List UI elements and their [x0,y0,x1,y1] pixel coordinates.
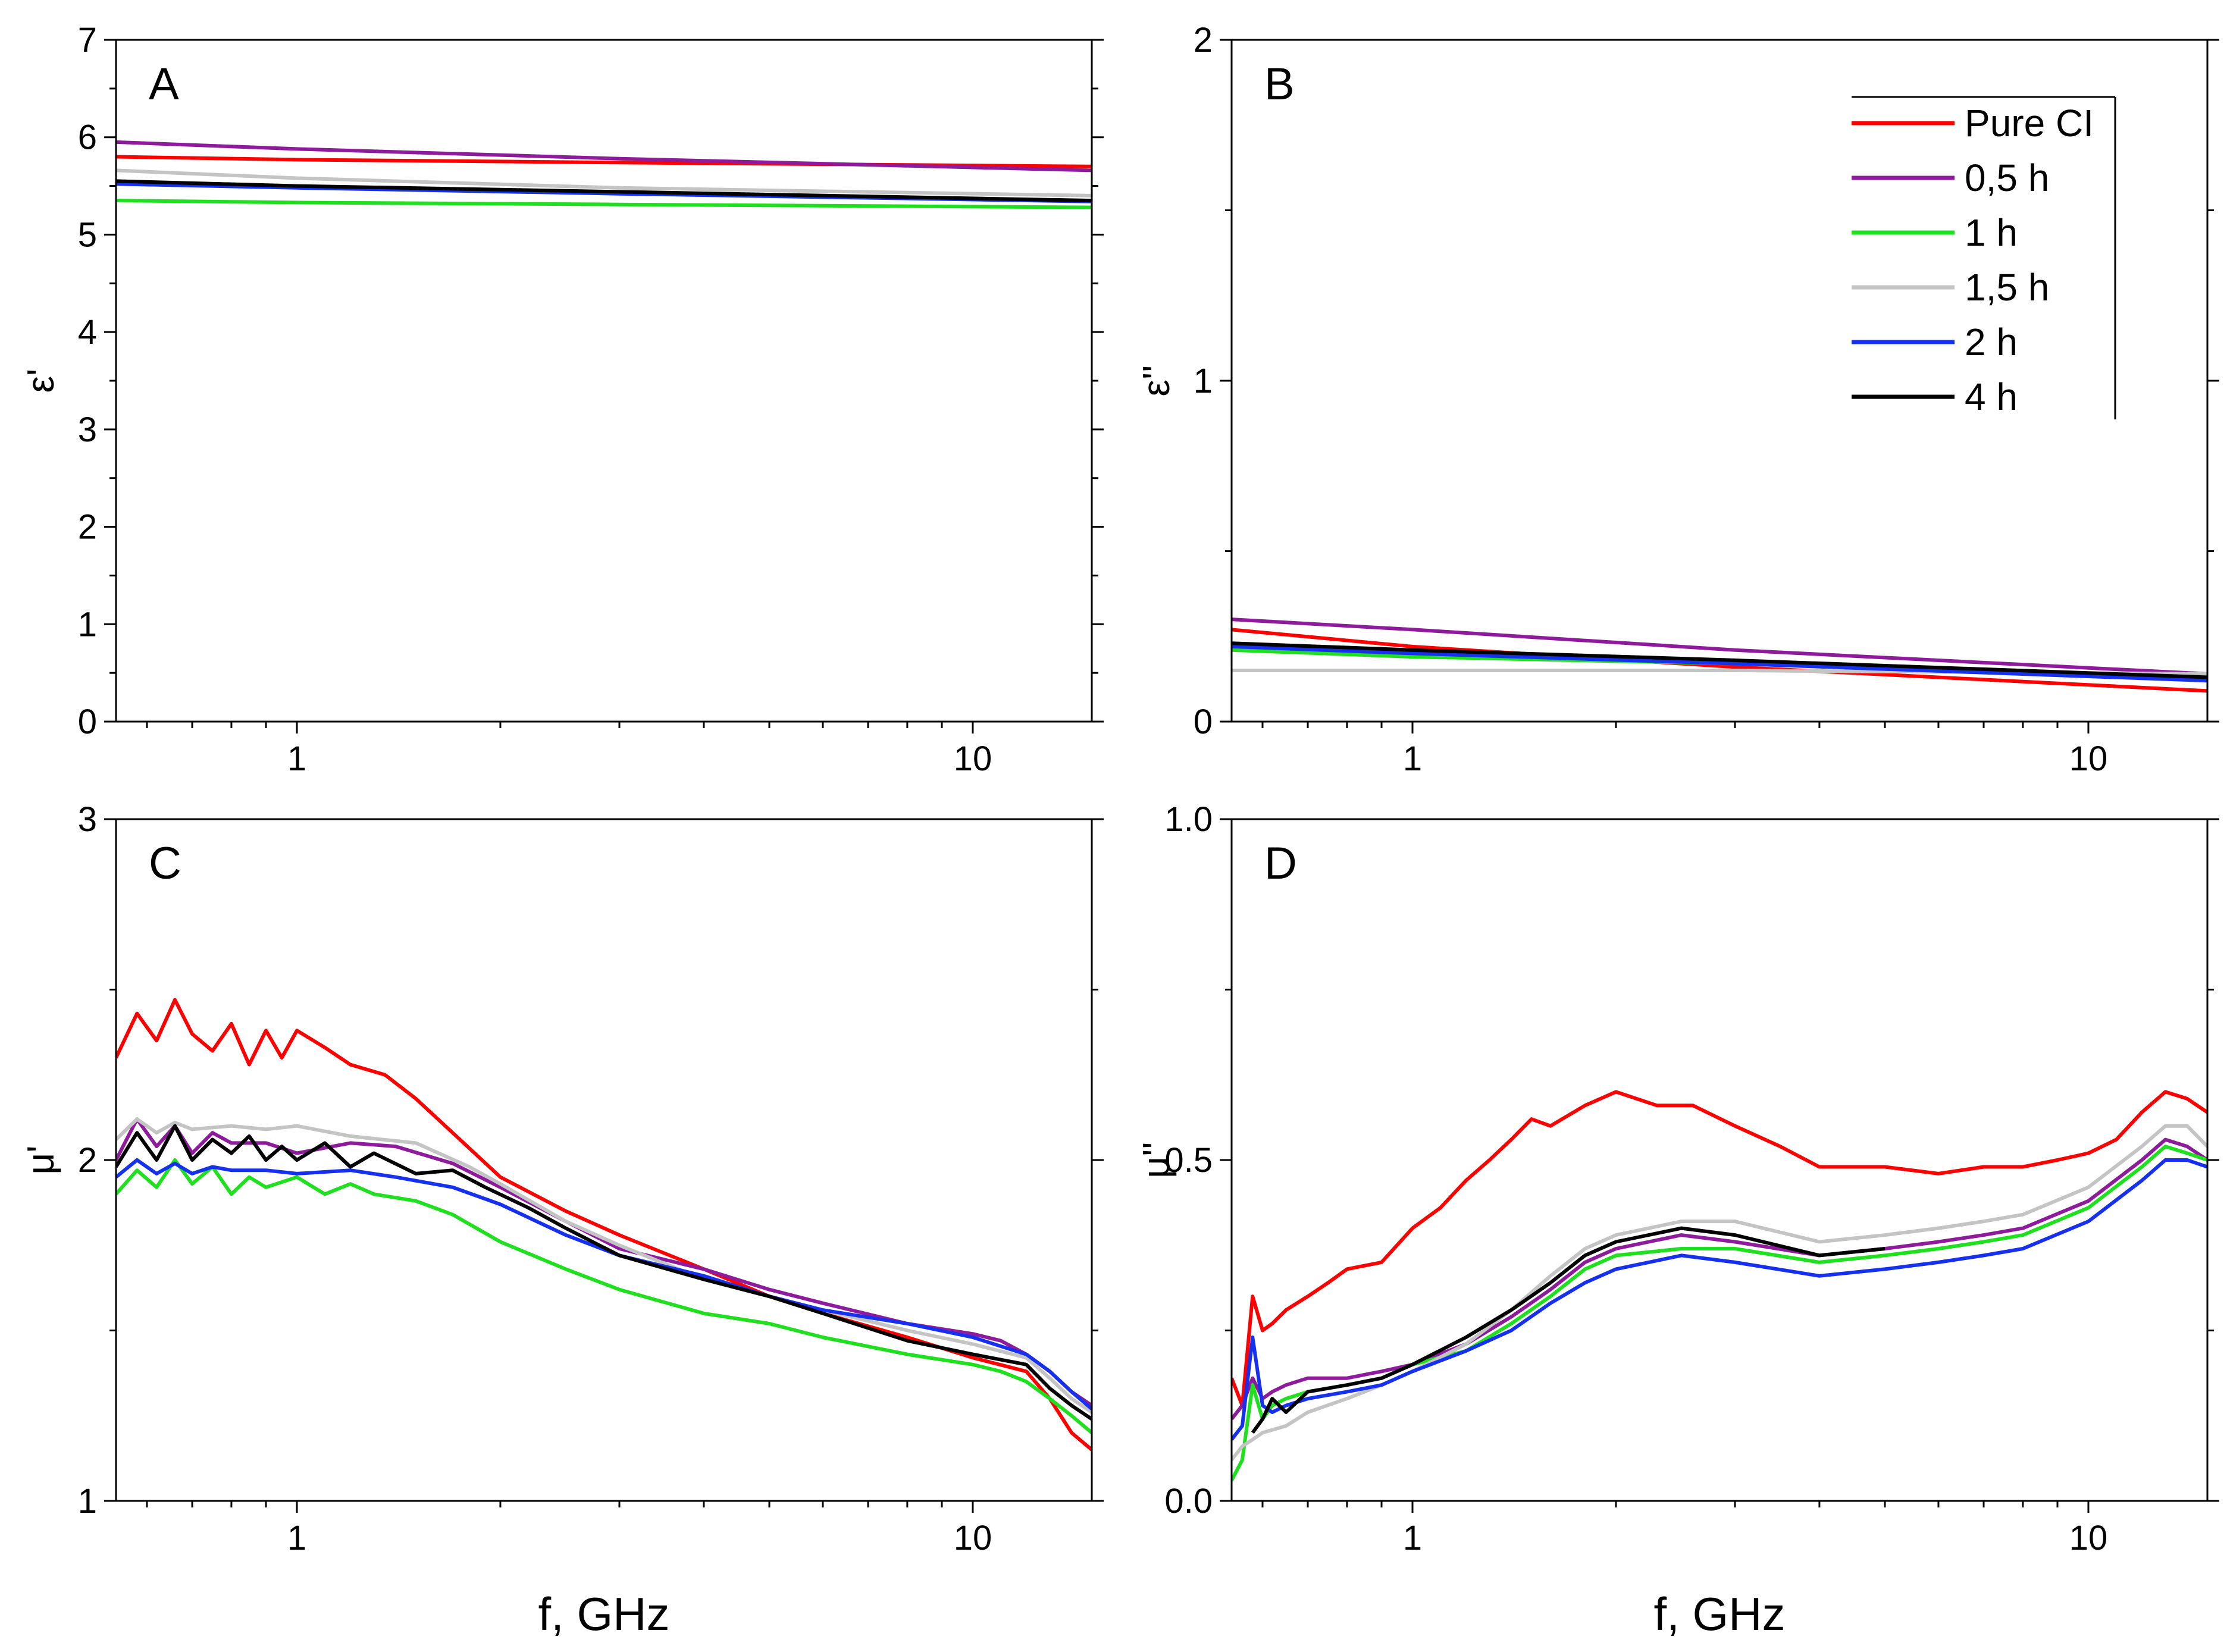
x-tick-label: 10 [2069,1519,2108,1557]
series-group [1232,617,2207,693]
series-group [116,140,1092,209]
x-tick-label: 1 [1403,1519,1422,1557]
series-line-4-h [116,1124,1092,1421]
series-line-2-h [1232,1158,2207,1441]
panel-letter: B [1264,59,1295,109]
plot-frame [115,39,1093,723]
y-tick-label: 1.0 [1164,800,1213,839]
y-axis-label: μ'' [1135,1142,1177,1178]
series-line-1-5-h [116,168,1092,198]
y-tick-label: 3 [78,800,97,839]
y-tick-label: 4 [78,313,97,352]
y-tick-label: 0.0 [1164,1482,1213,1521]
plot-frame [115,818,1093,1502]
series-group [116,998,1092,1452]
panel-letter: C [149,838,181,889]
panel-B: 0 1 2 1 10 Bε'' [1135,21,2219,778]
x-tick-label: 1 [1403,739,1422,778]
panel-A: 0 1 2 3 4 5 6 7 1 10 Aε' [19,21,1104,778]
series-line-4-h [116,179,1092,203]
y-tick-label: 1 [78,605,97,644]
y-tick-label: 0.5 [1164,1141,1213,1180]
legend-label: 1,5 h [1965,266,2049,309]
panel-C: 1 2 3 1 10 Cμ' [19,800,1104,1557]
x-tick-label: 1 [287,739,306,778]
panel-letter: D [1264,838,1297,889]
series-line-1-h [116,199,1092,209]
y-tick-label: 1 [1194,362,1213,400]
series-line-1-h [116,1158,1092,1434]
y-tick-label: 0 [1194,703,1213,741]
y-tick-label: 2 [78,508,97,547]
legend-label: Pure CI [1965,102,2094,145]
legend-label: 4 h [1965,375,2018,418]
y-axis-label: μ' [19,1145,62,1174]
x-tick-label: 10 [954,1519,992,1557]
y-tick-label: 6 [78,118,97,157]
legend: Pure CI 0,5 h 1 h 1,5 h 2 h 4 h [1852,96,2116,419]
series-group [1232,1090,2207,1481]
series-line-0-5-h [1232,617,2207,676]
series-line-1-5-h [116,1117,1092,1414]
y-tick-label: 2 [78,1141,97,1180]
y-tick-label: 5 [78,215,97,254]
x-tick-label: 1 [287,1519,306,1557]
y-tick-label: 2 [1194,21,1213,59]
series-line-0-5-h [116,140,1092,173]
y-axis-label: ε'' [1135,365,1177,397]
panel-D: 0.0 0.5 1.0 1 10 Dμ'' [1135,800,2219,1557]
series-line-2-h [1232,644,2207,683]
series-line-1-h [1232,1145,2207,1481]
series-line-pure-ci [116,998,1092,1452]
x-tick-label: 10 [954,739,992,778]
y-tick-label: 1 [78,1482,97,1521]
series-line-1-5-h [1232,1124,2207,1462]
legend-label: 0,5 h [1965,156,2049,199]
series-line-pure-ci [1232,1090,2207,1408]
y-tick-label: 3 [78,410,97,449]
series-line-0-5-h [1232,1137,2207,1421]
x-axis-label: f, GHz [1653,1588,1785,1640]
x-tick-label: 10 [2069,739,2108,778]
y-tick-label: 0 [78,703,97,741]
y-tick-label: 7 [78,21,97,59]
panel-letter: A [149,59,179,109]
legend-label: 2 h [1965,321,2018,363]
series-line-4-h [1251,1226,1886,1434]
series-line-0-5-h [116,1117,1092,1408]
legend-label: 1 h [1965,211,2018,254]
series-line-2-h [116,1158,1092,1410]
y-axis-label: ε' [19,369,62,393]
series-line-4-h [1232,641,2207,679]
x-axis-label: f, GHz [538,1588,669,1640]
